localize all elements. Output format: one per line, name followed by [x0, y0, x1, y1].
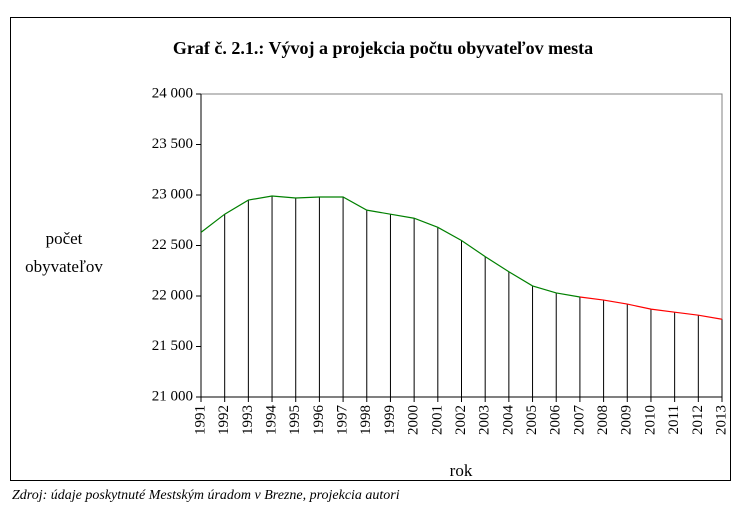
- y-tick-label: 23 500: [152, 136, 193, 152]
- chart-title: Graf č. 2.1.: Vývoj a projekcia počtu ob…: [173, 38, 593, 58]
- series-line: [579, 296, 723, 320]
- x-tick-label: 2006: [548, 405, 564, 436]
- x-tick-label: 2001: [429, 405, 445, 435]
- y-tick-label: 21 500: [152, 338, 193, 354]
- series-line: [200, 195, 581, 298]
- chart-frame: [10, 17, 731, 481]
- source-note: Zdroj: údaje poskytnuté Mestským úradom …: [12, 488, 400, 503]
- y-tick-label: 24 000: [152, 85, 193, 101]
- x-tick-label: 1994: [263, 405, 279, 436]
- x-tick-label: 1999: [382, 405, 398, 435]
- x-tick-label: 2013: [713, 405, 729, 435]
- y-tick-label: 22 000: [152, 287, 193, 303]
- x-tick-label: 1996: [311, 405, 327, 436]
- x-tick-label: 2009: [619, 405, 635, 435]
- x-tick-label: 2012: [690, 405, 706, 435]
- x-tick-label: 2004: [500, 405, 516, 436]
- x-tick-label: 2002: [453, 405, 469, 435]
- x-tick-label: 1997: [335, 405, 351, 436]
- x-tick-label: 1998: [358, 405, 374, 435]
- x-tick-label: 1995: [287, 405, 303, 435]
- y-tick-label: 22 500: [152, 237, 193, 253]
- y-axis-label: obyvateľov: [25, 257, 103, 276]
- x-tick-label: 1992: [216, 405, 232, 435]
- x-tick-label: 2008: [595, 405, 611, 435]
- x-tick-label: 1991: [192, 405, 208, 435]
- y-tick-label: 23 000: [152, 186, 193, 202]
- x-tick-label: 2010: [642, 405, 658, 435]
- x-tick-label: 1993: [240, 405, 256, 435]
- x-tick-label: 2003: [477, 405, 493, 435]
- x-tick-label: 2011: [666, 405, 682, 434]
- x-tick-label: 2005: [524, 405, 540, 435]
- x-axis-label: rok: [450, 461, 473, 480]
- y-tick-label: 21 000: [152, 388, 193, 404]
- y-axis-label: počet: [46, 229, 83, 248]
- x-tick-label: 2007: [571, 405, 587, 436]
- x-tick-label: 2000: [406, 405, 422, 435]
